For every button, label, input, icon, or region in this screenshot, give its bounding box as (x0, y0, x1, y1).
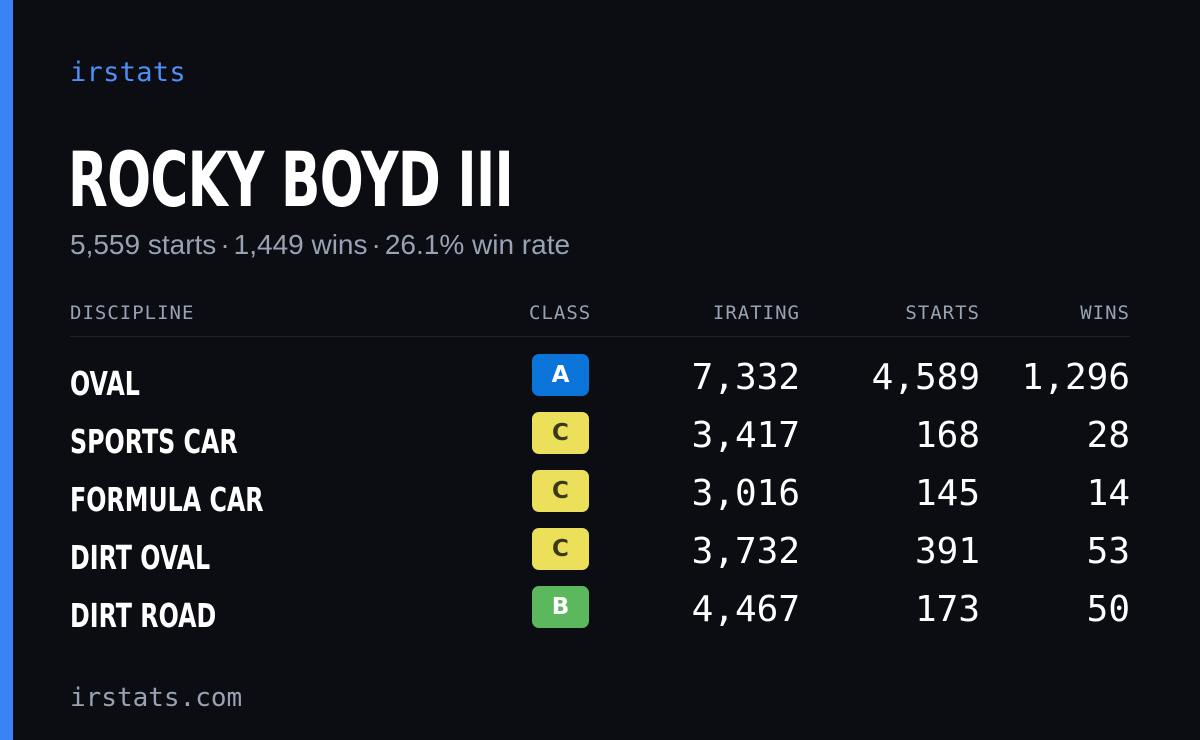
wins-value: 53 (1086, 531, 1130, 572)
irating-value: 3,732 (691, 531, 800, 572)
footer-url: irstats.com (70, 683, 243, 713)
driver-summary: 5,559 starts · 1,449 wins · 26.1% win rate (70, 227, 570, 263)
discipline-name: SPORTS CAR (70, 422, 238, 461)
summary-separator: · (371, 229, 381, 260)
discipline-name: FORMULA CAR (70, 480, 264, 519)
starts-value: 173 (914, 589, 980, 630)
stats-table-body: OVAL A 7,332 4,589 1,296 SPORTS CAR C 3,… (70, 350, 1130, 640)
license-class-badge: A (532, 354, 589, 396)
irating-value: 7,332 (691, 357, 800, 398)
starts-value: 168 (914, 415, 980, 456)
starts-value: 145 (914, 473, 980, 514)
license-class-badge: B (532, 586, 589, 628)
column-header-irating: IRATING (712, 302, 800, 324)
wins-value: 50 (1086, 589, 1130, 630)
license-class-badge: C (532, 470, 589, 512)
stats-table-header: DISCIPLINE CLASS IRATING STARTS WINS (70, 296, 1130, 330)
accent-bar (0, 0, 13, 740)
column-header-starts: STARTS (905, 302, 980, 324)
starts-value: 4,589 (871, 357, 980, 398)
column-header-discipline: DISCIPLINE (70, 302, 195, 324)
irating-value: 3,417 (691, 415, 800, 456)
driver-name: ROCKY BOYD III (68, 135, 514, 224)
brand-logo-text: irstats (70, 57, 186, 88)
wins-value: 14 (1086, 473, 1130, 514)
irating-value: 3,016 (691, 473, 800, 514)
column-header-wins: WINS (1080, 302, 1130, 324)
summary-wins: 1,449 wins (233, 229, 368, 260)
starts-value: 391 (914, 531, 980, 572)
header-divider (70, 336, 1130, 337)
table-row: FORMULA CAR C 3,016 145 14 (70, 466, 1130, 524)
discipline-name: DIRT OVAL (70, 538, 211, 577)
discipline-name: DIRT ROAD (70, 596, 217, 635)
wins-value: 28 (1086, 415, 1130, 456)
discipline-name: OVAL (70, 364, 140, 403)
table-row: SPORTS CAR C 3,417 168 28 (70, 408, 1130, 466)
irating-value: 4,467 (691, 589, 800, 630)
summary-starts: 5,559 starts (70, 229, 217, 260)
wins-value: 1,296 (1021, 357, 1130, 398)
license-class-badge: C (532, 528, 589, 570)
summary-separator: · (220, 229, 230, 260)
table-row: OVAL A 7,332 4,589 1,296 (70, 350, 1130, 408)
column-header-class: CLASS (529, 302, 592, 324)
table-row: DIRT OVAL C 3,732 391 53 (70, 524, 1130, 582)
table-row: DIRT ROAD B 4,467 173 50 (70, 582, 1130, 640)
summary-win-rate: 26.1% win rate (384, 229, 571, 260)
license-class-badge: C (532, 412, 589, 454)
